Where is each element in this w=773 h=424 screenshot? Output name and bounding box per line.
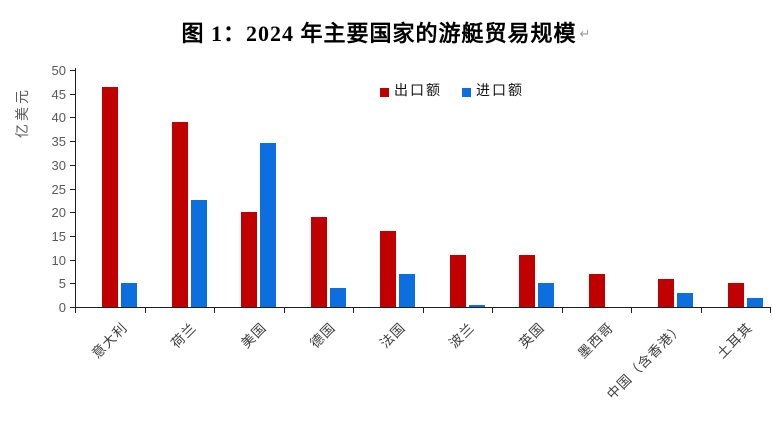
y-tick-label: 20 — [51, 205, 66, 221]
x-tick-mark — [214, 308, 215, 313]
x-tick-mark — [561, 308, 563, 313]
y-tick-label: 10 — [51, 252, 66, 268]
export-bar — [658, 278, 674, 307]
y-tick-mark — [70, 117, 75, 119]
y-tick-label: 25 — [51, 181, 66, 197]
export-bar — [727, 283, 744, 307]
legend-entry-import: 进口额 — [462, 85, 524, 99]
y-tick-mark — [70, 93, 75, 95]
y-tick-mark — [70, 259, 75, 261]
y-tick-label: 50 — [51, 63, 66, 78]
y-tick-label: 15 — [51, 228, 66, 244]
legend-swatch-import — [462, 87, 471, 97]
export-bar — [380, 231, 396, 307]
legend-label-export: 出口额 — [394, 84, 442, 99]
import-bar — [468, 304, 485, 307]
chart-title: 图 1：2024 年主要国家的游艇贸易规模 ↵ — [0, 16, 773, 48]
x-tick-mark — [353, 308, 354, 313]
legend-swatch-export — [380, 87, 389, 97]
paragraph-return-mark: ↵ — [579, 27, 592, 42]
y-tick-mark — [70, 164, 75, 166]
y-tick-label: 5 — [58, 276, 66, 292]
y-tick-label: 35 — [51, 134, 66, 150]
y-tick-label: 40 — [51, 110, 66, 126]
y-tick-mark — [70, 141, 75, 143]
legend-entry-export: 出口额 — [380, 85, 442, 99]
x-tick-mark — [631, 308, 632, 313]
import-bar — [677, 292, 693, 307]
import-bar — [190, 200, 207, 307]
export-bar — [102, 86, 118, 307]
x-tick-mark — [422, 308, 424, 313]
y-tick-mark — [70, 70, 75, 71]
x-tick-mark — [144, 308, 146, 313]
x-tick-mark — [770, 308, 771, 313]
x-tick-mark — [700, 308, 702, 313]
import-bar — [260, 143, 276, 307]
export-bar — [241, 212, 257, 307]
x-axis-line — [75, 307, 771, 308]
y-tick-label: 45 — [51, 86, 66, 102]
chart-title-text: 图 1：2024 年主要国家的游艇贸易规模 — [181, 21, 577, 46]
y-tick-mark — [70, 283, 75, 285]
y-tick-mark — [70, 212, 75, 214]
export-bar — [449, 254, 466, 307]
y-tick-mark — [70, 307, 75, 308]
x-tick-mark — [492, 308, 493, 313]
y-tick-label: 0 — [58, 300, 66, 315]
y-axis-line — [75, 68, 76, 308]
x-tick-mark — [283, 308, 285, 313]
export-bar — [588, 273, 605, 307]
import-bar — [399, 273, 415, 307]
y-tick-label: 30 — [51, 157, 66, 173]
y-axis-title: 亿美元 — [16, 87, 31, 138]
legend-label-import: 进口额 — [476, 84, 524, 99]
import-bar — [329, 288, 346, 307]
import-bar — [538, 283, 554, 307]
import-bar — [121, 283, 137, 307]
export-bar — [519, 254, 535, 307]
y-tick-mark — [70, 235, 75, 237]
x-tick-mark — [75, 308, 76, 313]
export-bar — [310, 216, 327, 307]
y-tick-mark — [70, 188, 75, 190]
export-bar — [171, 122, 188, 307]
legend: 出口额 进口额 — [380, 85, 524, 99]
import-bar — [746, 297, 763, 307]
